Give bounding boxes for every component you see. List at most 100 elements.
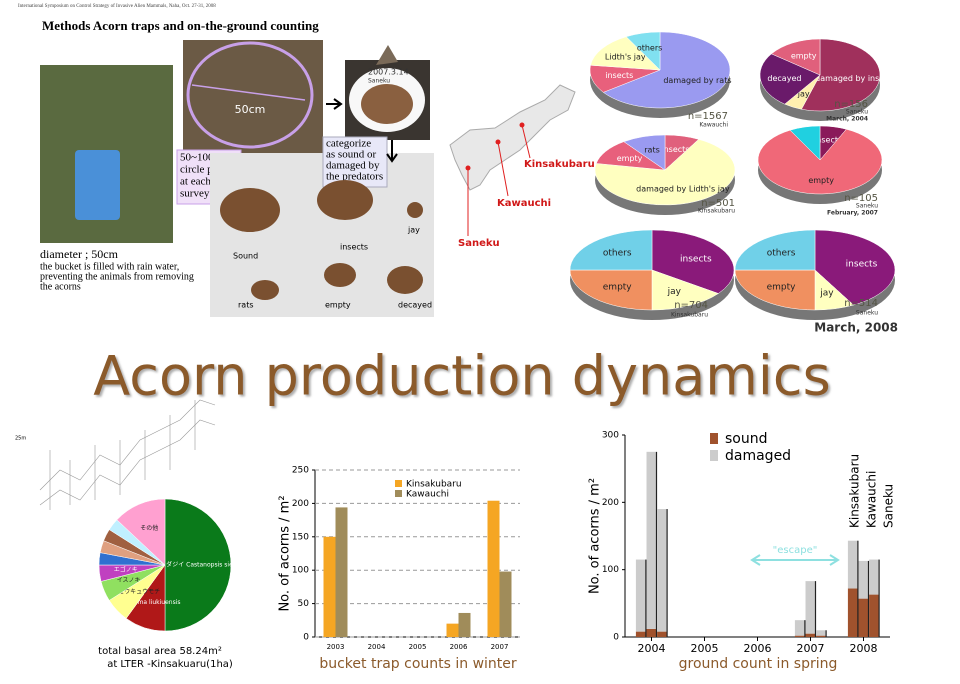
- pie-caption: total basal area 58.24m²: [98, 646, 222, 657]
- slice-label: insects: [846, 260, 878, 270]
- map-label: Kawauchi: [497, 198, 551, 209]
- y-tick-label: 50: [298, 599, 310, 609]
- pie-slice: [590, 36, 661, 71]
- slice-label: others: [767, 249, 796, 259]
- diameter-line: [191, 84, 306, 101]
- slice-label: Lidth's jay: [605, 53, 646, 62]
- x-tick-label: 2004: [638, 642, 666, 655]
- map-leaders: [467, 124, 531, 236]
- date-label: March, 2004: [826, 116, 868, 123]
- legend-label: Kinsakubaru: [406, 480, 462, 490]
- plot-note: at each: [180, 176, 211, 188]
- acorn-type: rats: [238, 301, 254, 310]
- bar-segment: [646, 628, 657, 637]
- bucket: [75, 150, 120, 220]
- x-tick-label: 2005: [691, 642, 719, 655]
- pie-slice: [789, 125, 821, 161]
- x-tick-label: 2007: [491, 643, 509, 651]
- acorn-type: jay: [407, 226, 420, 235]
- acorn-type: decayed: [398, 301, 432, 310]
- profile-scale: 25m: [15, 436, 26, 442]
- bar-segment: [794, 635, 805, 637]
- slice-label: その他: [140, 524, 158, 532]
- annotation-arrow: [750, 554, 840, 566]
- pie-slice: [651, 229, 735, 294]
- y-tick-label: 200: [602, 498, 619, 508]
- slice-label: rats: [644, 146, 660, 155]
- bar-label: Kawauchi: [865, 471, 879, 528]
- slice-label: イスノキ: [117, 577, 141, 584]
- pie-slice: [116, 498, 166, 566]
- y-tick-label: 0: [613, 633, 619, 643]
- site-label: Saneku: [856, 203, 878, 210]
- slice-label: decayed: [767, 74, 801, 83]
- slice-label: insects: [680, 255, 712, 265]
- map-island: [449, 84, 576, 191]
- site-label: Kinsakubaru: [698, 208, 735, 215]
- map-label: Kinsakubaru: [524, 159, 595, 170]
- bar-segment: [869, 594, 880, 637]
- acorns: [361, 84, 413, 124]
- y-axis-label: No. of acorns / m²: [588, 478, 603, 594]
- acorn-cap: [376, 45, 398, 65]
- bar-label: Kinsakubaru: [848, 454, 862, 528]
- slice-label: jay: [819, 289, 834, 299]
- chart-title: ground count in spring: [679, 656, 838, 672]
- categorize: the predators: [326, 171, 383, 183]
- x-tick-label: 2004: [368, 643, 386, 651]
- bar: [458, 612, 471, 637]
- pie-slice: [801, 38, 881, 112]
- pie-slice: [814, 229, 896, 306]
- pie-slice: [734, 269, 816, 311]
- categorize: as sound or: [326, 149, 376, 161]
- slice-label: damaged by rats: [663, 76, 731, 85]
- categorize: damaged by: [326, 160, 380, 172]
- x-tick-label: 2003: [327, 643, 345, 651]
- pie-slice: [569, 229, 653, 271]
- legend-label: sound: [725, 431, 768, 447]
- bar-segment: [635, 559, 646, 632]
- legend-label: damaged: [725, 448, 791, 464]
- slice-label: リュウキュウモチ: [112, 588, 160, 596]
- photo-site: Saneku: [368, 78, 390, 85]
- pie-slice: [770, 38, 821, 76]
- n-label: n=1567: [688, 111, 728, 122]
- annotation: "escape": [773, 545, 818, 556]
- categorize-box: [322, 136, 388, 188]
- bar-segment: [847, 540, 858, 589]
- bar: [499, 571, 512, 637]
- x-tick-label: 2005: [409, 643, 427, 651]
- site-label: Kinsakubaru: [671, 312, 708, 319]
- slice-label: empty: [808, 176, 834, 185]
- acorn-type: empty: [325, 301, 351, 310]
- n-label: n=105: [844, 193, 878, 204]
- legend-swatch: [395, 480, 402, 487]
- legend-swatch: [710, 433, 718, 444]
- acorn-piles: [220, 180, 423, 300]
- x-tick-label: 2007: [797, 642, 825, 655]
- slice-label: damaged by insects: [815, 74, 896, 83]
- date-label: March, 2008: [814, 321, 898, 335]
- plot-circle: [186, 41, 314, 149]
- bar-segment: [847, 588, 858, 637]
- bar-label: Saneku: [882, 484, 896, 528]
- slice-label: スダジイ Castanopsis sieboldii: [160, 561, 249, 569]
- y-tick-label: 250: [292, 466, 309, 476]
- arrow: [386, 140, 398, 163]
- legend-swatch: [710, 450, 718, 461]
- bar-segment: [646, 451, 657, 629]
- site-label: Kawauchi: [699, 122, 728, 129]
- plot-note: 50~100: [180, 152, 214, 164]
- slice-label: jay: [667, 287, 682, 297]
- bar-segment: [635, 631, 646, 637]
- pie-slice: [569, 269, 653, 311]
- x-tick-label: 2006: [450, 643, 468, 651]
- site-label: Saneku: [846, 109, 868, 116]
- chart-title: bucket trap counts in winter: [319, 656, 517, 672]
- caption: diameter ; 50cm: [40, 247, 119, 261]
- arrow: [326, 98, 343, 110]
- slice-label: insects: [661, 145, 689, 154]
- slice-label: Schima liukiuensis: [125, 599, 181, 606]
- bar-segment: [805, 581, 816, 634]
